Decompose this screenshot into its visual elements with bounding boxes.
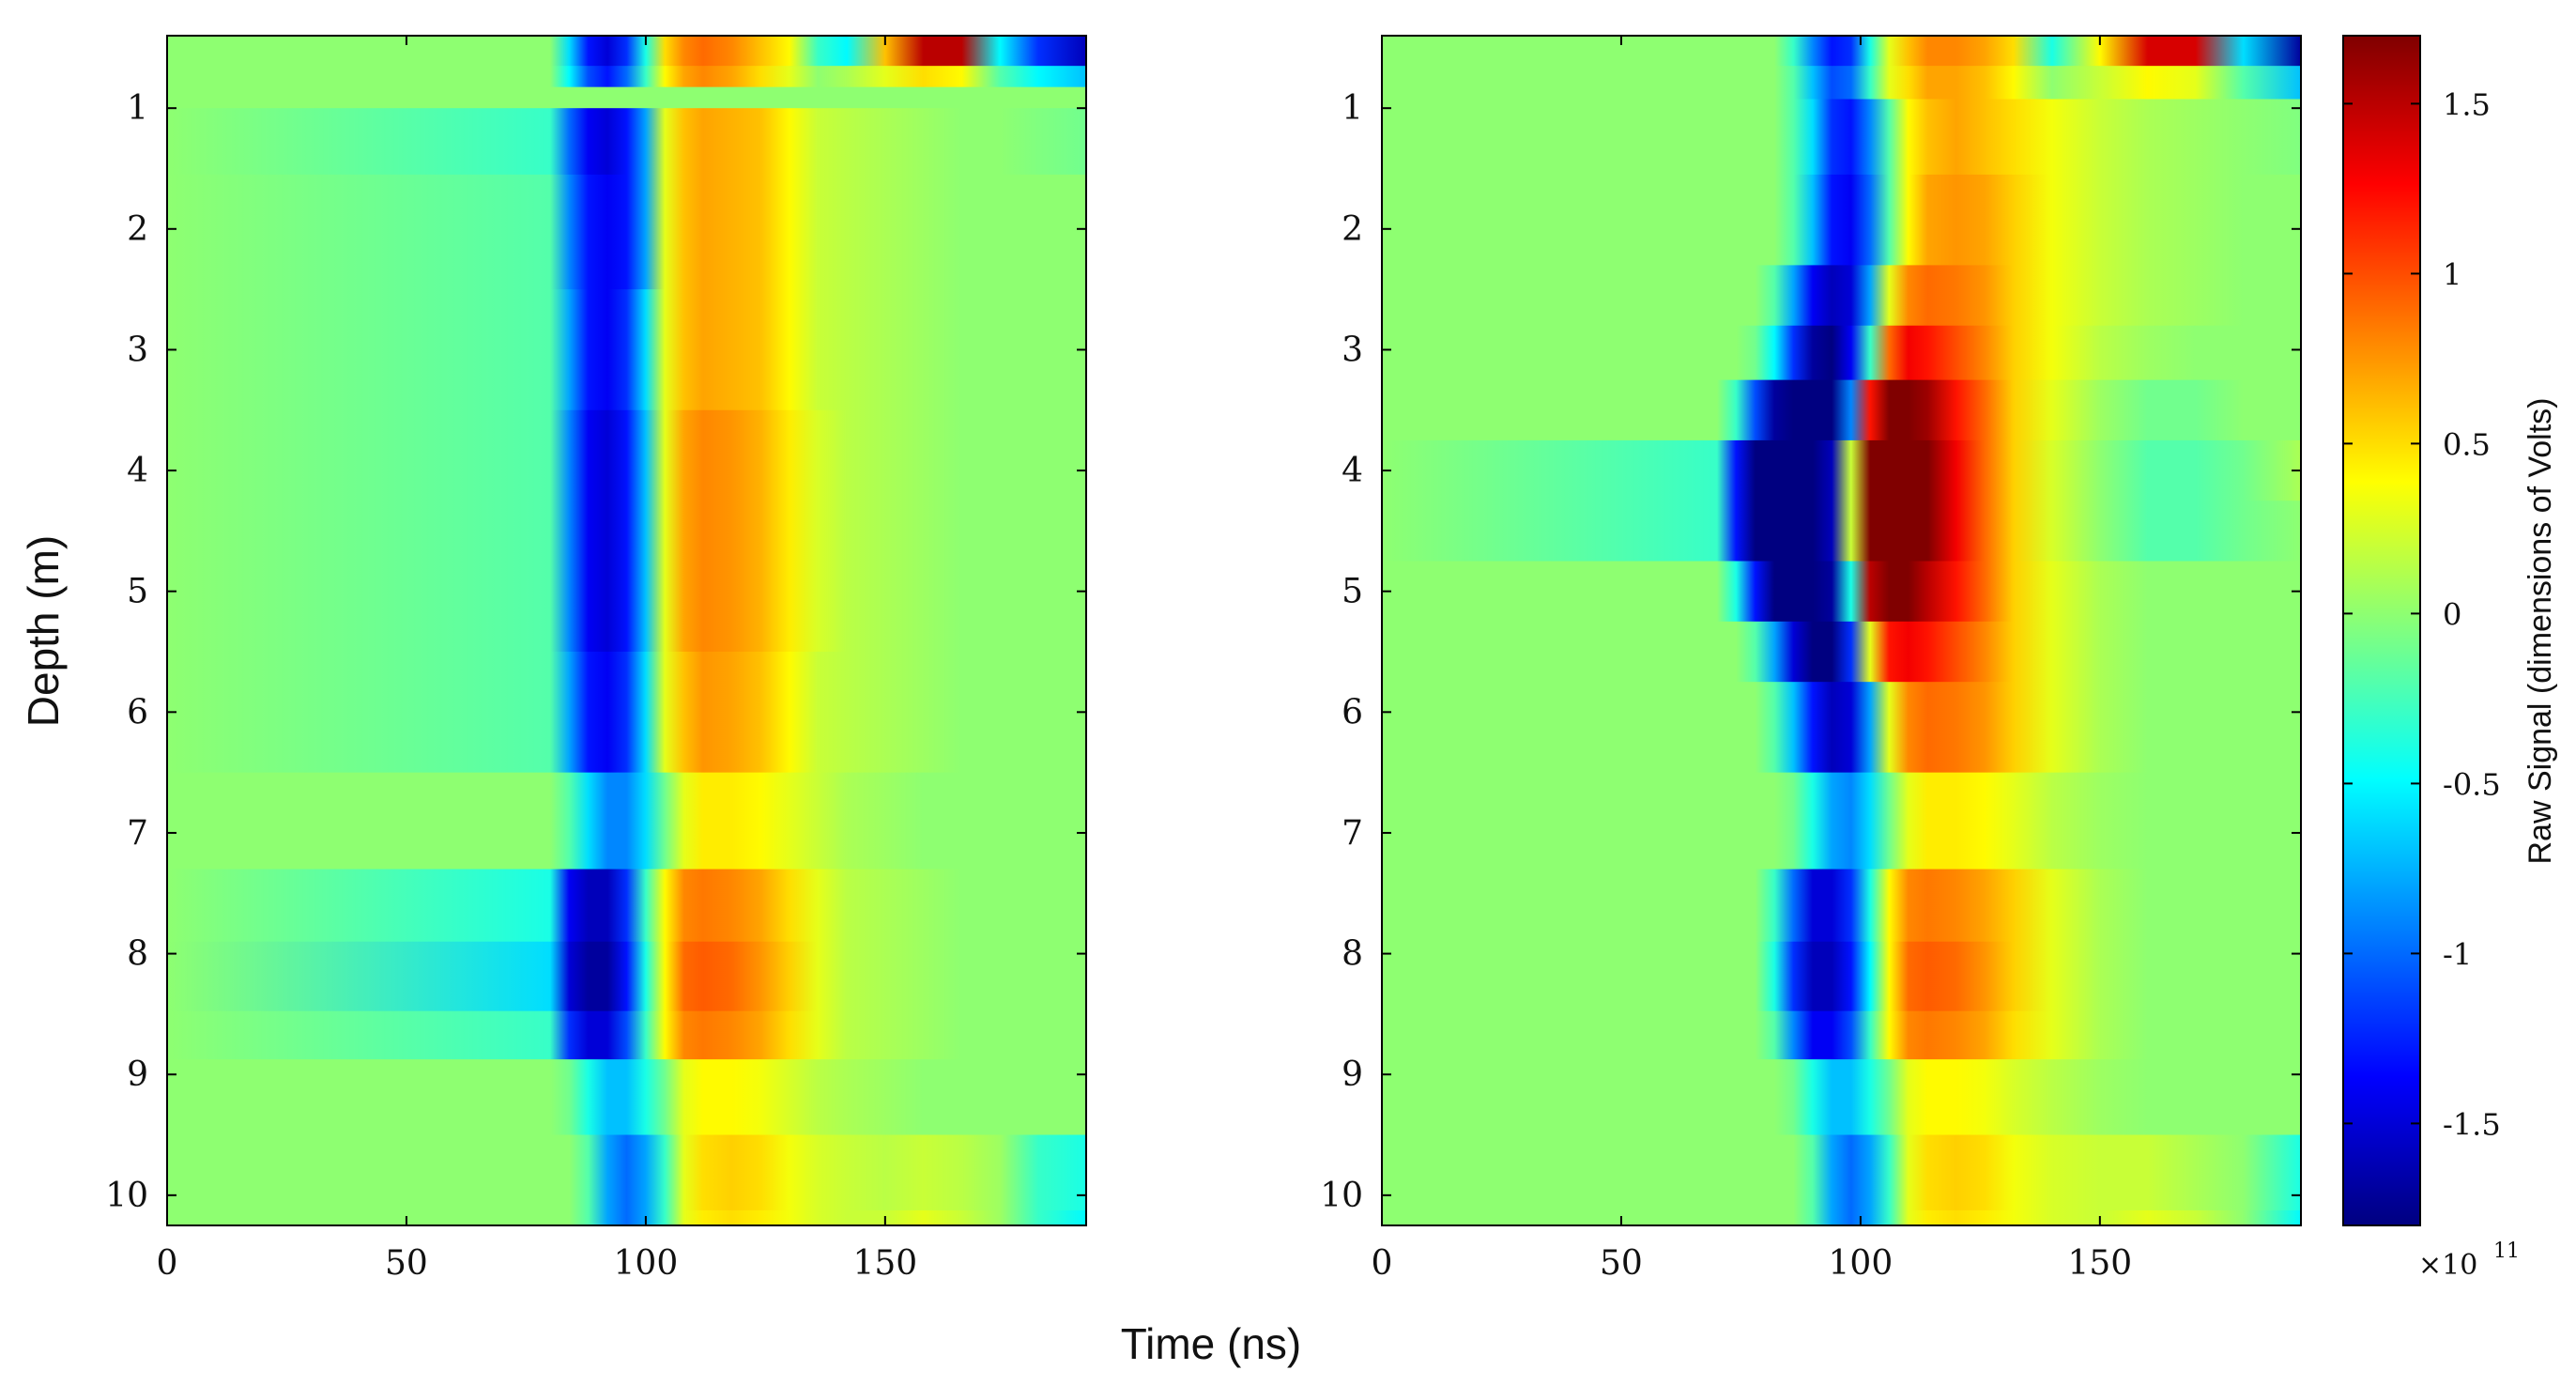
colorbar: 1.5 1 0.5 0 -0.5 -1 -1.5 xyxy=(2342,35,2501,1226)
plot-frame xyxy=(166,35,1087,1226)
heatmap-row xyxy=(1382,1209,2301,1225)
heatmap-row xyxy=(1382,265,2301,327)
heatmap-row xyxy=(167,1010,1086,1060)
x-tick-label: 150 xyxy=(852,1244,917,1283)
y-tick-label: 9 xyxy=(127,1055,148,1094)
x-tick-label: 50 xyxy=(385,1244,428,1283)
x-axis-title: Time (ns) xyxy=(1121,1319,1302,1368)
heatmap-row xyxy=(167,941,1086,1012)
y-tick-label: 8 xyxy=(127,935,148,974)
x-tick-label: 0 xyxy=(1372,1244,1393,1283)
heatmap-row xyxy=(167,409,1086,531)
heatmap-row xyxy=(1382,439,2301,501)
x-tick-label: 0 xyxy=(157,1244,178,1283)
heatmap-row xyxy=(167,36,1086,67)
colorbar-tick-label: 0.5 xyxy=(2443,426,2491,462)
y-tick-label: 10 xyxy=(1320,1177,1363,1215)
colorbar-tick-label: 0 xyxy=(2443,596,2461,632)
y-tick-label: 2 xyxy=(127,210,148,249)
y-tick-label: 1 xyxy=(1342,89,1363,128)
heatmap-row xyxy=(1382,941,2301,1012)
heatmap-row xyxy=(1382,869,2301,943)
y-tick-label: 9 xyxy=(1342,1055,1363,1094)
heatmap-row xyxy=(167,772,1086,870)
x-tick-label: 50 xyxy=(1600,1244,1643,1283)
colorbar-title: Raw Signal (dimensions of Volts) xyxy=(2522,397,2558,864)
y-axis-title: Depth (m) xyxy=(19,535,68,727)
plot-frame xyxy=(1381,35,2302,1226)
left-heatmap-panel: 0 50 100 150 1 2 3 4 5 6 7 8 9 10 xyxy=(105,35,1087,1283)
y-tick-label: 7 xyxy=(127,814,148,853)
heatmap-row xyxy=(1382,325,2301,381)
colorbar-tick-label: 1 xyxy=(2443,256,2461,292)
colorbar-multiplier: ×10 xyxy=(2418,1249,2477,1282)
heatmap-row xyxy=(167,869,1086,943)
y-tick-label: 10 xyxy=(105,1177,148,1215)
heatmap-row xyxy=(167,86,1086,109)
x-tick-label: 100 xyxy=(614,1244,679,1283)
y-tick-label: 4 xyxy=(1342,452,1363,490)
heatmap-row xyxy=(167,174,1086,290)
y-tick-label: 4 xyxy=(127,452,148,490)
heatmap-row xyxy=(167,1134,1086,1211)
right-heatmap-panel: 0 50 100 150 1 2 3 4 5 6 7 8 9 10 xyxy=(1320,35,2302,1283)
heatmap-row xyxy=(1382,682,2301,774)
heatmap-row xyxy=(1382,1134,2301,1211)
heatmap-row xyxy=(167,1059,1086,1136)
colorbar-tick-label: -0.5 xyxy=(2443,766,2501,802)
heatmap-row xyxy=(1382,379,2301,441)
y-tick-label: 5 xyxy=(1342,573,1363,611)
heatmap-row xyxy=(167,1209,1086,1225)
heatmap-row xyxy=(1382,1059,2301,1136)
heatmap-row xyxy=(1382,36,2301,67)
y-tick-label: 5 xyxy=(127,573,148,611)
colorbar-gradient xyxy=(2342,35,2421,1226)
y-tick-label: 3 xyxy=(127,331,148,369)
heatmap-row xyxy=(167,66,1086,88)
heatmap-row xyxy=(167,652,1086,774)
heatmap-row xyxy=(1382,772,2301,870)
heatmap-row xyxy=(167,531,1086,653)
y-tick-label: 6 xyxy=(1342,693,1363,732)
x-tick-label: 100 xyxy=(1829,1244,1894,1283)
heatmap-row xyxy=(1382,561,2301,623)
y-tick-label: 2 xyxy=(1342,210,1363,249)
heatmap-row xyxy=(1382,99,2301,176)
colorbar-tick-label: 1.5 xyxy=(2443,86,2491,122)
heatmap-row xyxy=(1382,621,2301,683)
heatmap-row xyxy=(1382,1010,2301,1060)
y-tick-label: 7 xyxy=(1342,814,1363,853)
y-tick-label: 8 xyxy=(1342,935,1363,974)
heatmap-row xyxy=(1382,66,2301,100)
colorbar-tick-label: -1 xyxy=(2443,936,2472,972)
x-tick-label: 150 xyxy=(2067,1244,2132,1283)
y-tick-label: 3 xyxy=(1342,331,1363,369)
colorbar-exponent: 11 xyxy=(2493,1240,2520,1263)
heatmap-row xyxy=(1382,174,2301,266)
y-tick-label: 6 xyxy=(127,693,148,732)
y-tick-label: 1 xyxy=(127,89,148,128)
heatmap-row xyxy=(167,289,1086,411)
heatmap-row xyxy=(167,108,1086,176)
colorbar-tick-label: -1.5 xyxy=(2443,1106,2501,1142)
heatmap-row xyxy=(1382,500,2301,562)
